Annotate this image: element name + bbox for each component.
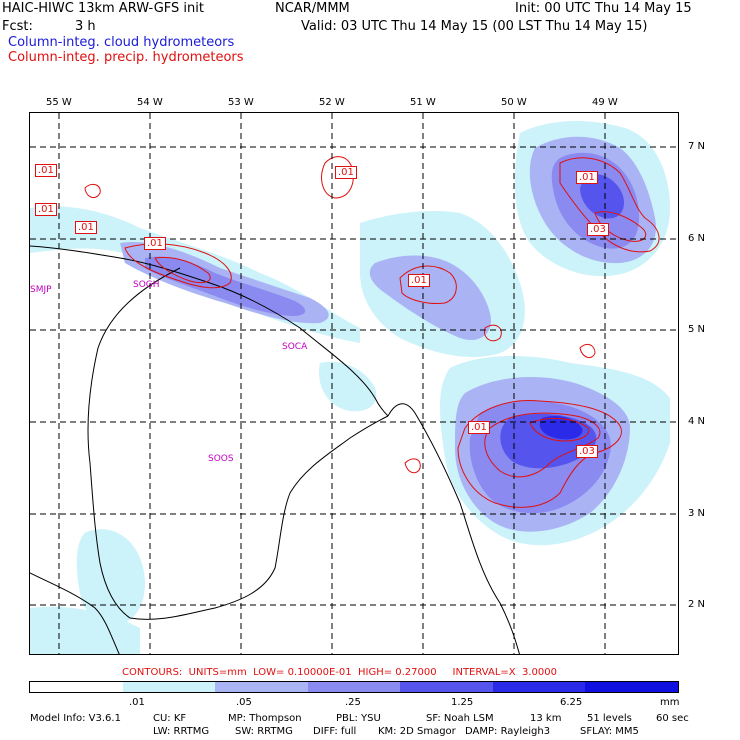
colorbar-segment — [30, 682, 123, 692]
precip-contour — [84, 183, 101, 199]
colorbar-segment — [122, 682, 216, 692]
model-sw: SW: RRTMG — [235, 726, 293, 737]
colorbar-segment — [492, 682, 586, 692]
station-label: SOOS — [208, 454, 234, 464]
precip-contour — [124, 243, 232, 289]
model-resolution: 13 km — [530, 713, 562, 724]
contour-label: .01 — [35, 164, 57, 177]
cloud-shading — [30, 121, 670, 654]
contour-label: .03 — [587, 223, 609, 236]
model-version: Model Info: V3.6.1 — [30, 713, 121, 724]
colorbar-units: mm — [660, 697, 680, 708]
precip-contour — [321, 156, 354, 199]
cloud-shade-level-1 — [319, 361, 377, 412]
station-label: SOCA — [282, 342, 308, 352]
lon-label-51w: 51 W — [410, 97, 436, 108]
contour-label: .01 — [35, 203, 57, 216]
model-sf: SF: Noah LSM — [426, 713, 494, 724]
map-panel: .01 .01 .01 .01 .01 .01 .01 .03 .01 .03 … — [29, 112, 679, 655]
lat-label-7n: 7 N — [688, 141, 706, 152]
precip-contour — [154, 256, 211, 284]
model-sflay: SFLAY: MM5 — [580, 726, 639, 737]
colorbar-tick-label: 6.25 — [560, 697, 583, 708]
lat-label-4n: 4 N — [688, 416, 706, 427]
station-label: SMJP — [30, 285, 52, 295]
lat-label-5n: 5 N — [688, 324, 706, 335]
model-cu: CU: KF — [153, 713, 187, 724]
colorbar-segment — [585, 682, 679, 692]
model-levels: 51 levels — [587, 713, 632, 724]
coastline — [30, 245, 520, 654]
lat-lon-grid — [30, 113, 678, 654]
lat-label-3n: 3 N — [688, 508, 706, 519]
colorbar-tick-label: .05 — [236, 697, 252, 708]
lon-label-52w: 52 W — [319, 97, 345, 108]
colorbar-tick-label: .25 — [345, 697, 361, 708]
border-west — [30, 572, 120, 654]
model-mp: MP: Thompson — [228, 713, 302, 724]
model-km: KM: 2D Smagor — [378, 726, 456, 737]
precip-contour — [579, 343, 596, 359]
map-canvas — [30, 113, 678, 654]
precip-contour — [399, 265, 457, 304]
station-label: SOGH — [133, 280, 160, 290]
colorbar — [29, 681, 679, 693]
header-title: HAIC-HIWC 13km ARW-GFS init — [2, 1, 204, 16]
header-org: NCAR/MMM — [275, 1, 350, 16]
cloud-shade-level-1 — [76, 529, 145, 627]
field-precip-label: Column-integ. precip. hydrometeors — [8, 50, 244, 65]
lat-label-2n: 2 N — [688, 599, 706, 610]
header-fcst-value: 3 h — [75, 19, 96, 34]
lat-label-6n: 6 N — [688, 233, 706, 244]
model-lw: LW: RRTMG — [153, 726, 210, 737]
cloud-shade-level-4 — [580, 173, 625, 219]
contour-label: .01 — [335, 166, 357, 179]
field-cloud-label: Column-integ. cloud hydrometeors — [8, 35, 235, 50]
contour-info: CONTOURS: UNITS=mm LOW= 0.10000E-01 HIGH… — [122, 667, 557, 678]
cloud-shade-level-2 — [369, 255, 491, 341]
header-valid: Valid: 03 UTC Thu 14 May 15 (00 LST Thu … — [301, 19, 648, 34]
contour-label: .01 — [468, 421, 490, 434]
colorbar-tick-label: 1.25 — [451, 697, 474, 708]
lon-label-54w: 54 W — [137, 97, 163, 108]
model-diff: DIFF: full — [313, 726, 357, 737]
header-fcst-label: Fcst: — [2, 19, 33, 34]
colorbar-segment — [307, 682, 401, 692]
colorbar-segment — [215, 682, 308, 692]
header-init: Init: 00 UTC Thu 14 May 15 — [515, 1, 692, 16]
lon-label-53w: 53 W — [228, 97, 254, 108]
coastline-north — [30, 245, 389, 417]
lon-label-55w: 55 W — [46, 97, 72, 108]
contour-label: .01 — [75, 221, 97, 234]
model-timestep: 60 sec — [656, 713, 689, 724]
contour-label: .03 — [576, 445, 598, 458]
precip-contour — [483, 324, 502, 342]
precip-contour — [529, 417, 590, 442]
colorbar-tick-label: .01 — [129, 697, 145, 708]
coastline-south — [387, 403, 520, 654]
lon-label-50w: 50 W — [501, 97, 527, 108]
contour-label: .01 — [144, 237, 166, 250]
model-damp: DAMP: Rayleigh3 — [465, 726, 551, 737]
contour-label: .01 — [408, 274, 430, 287]
cloud-shade-level-1 — [30, 606, 140, 654]
colorbar-segment — [400, 682, 493, 692]
lon-label-49w: 49 W — [592, 97, 618, 108]
model-pbl: PBL: YSU — [336, 713, 381, 724]
border-inland — [87, 267, 389, 620]
precip-contour — [404, 458, 421, 474]
contour-label: .01 — [576, 171, 598, 184]
